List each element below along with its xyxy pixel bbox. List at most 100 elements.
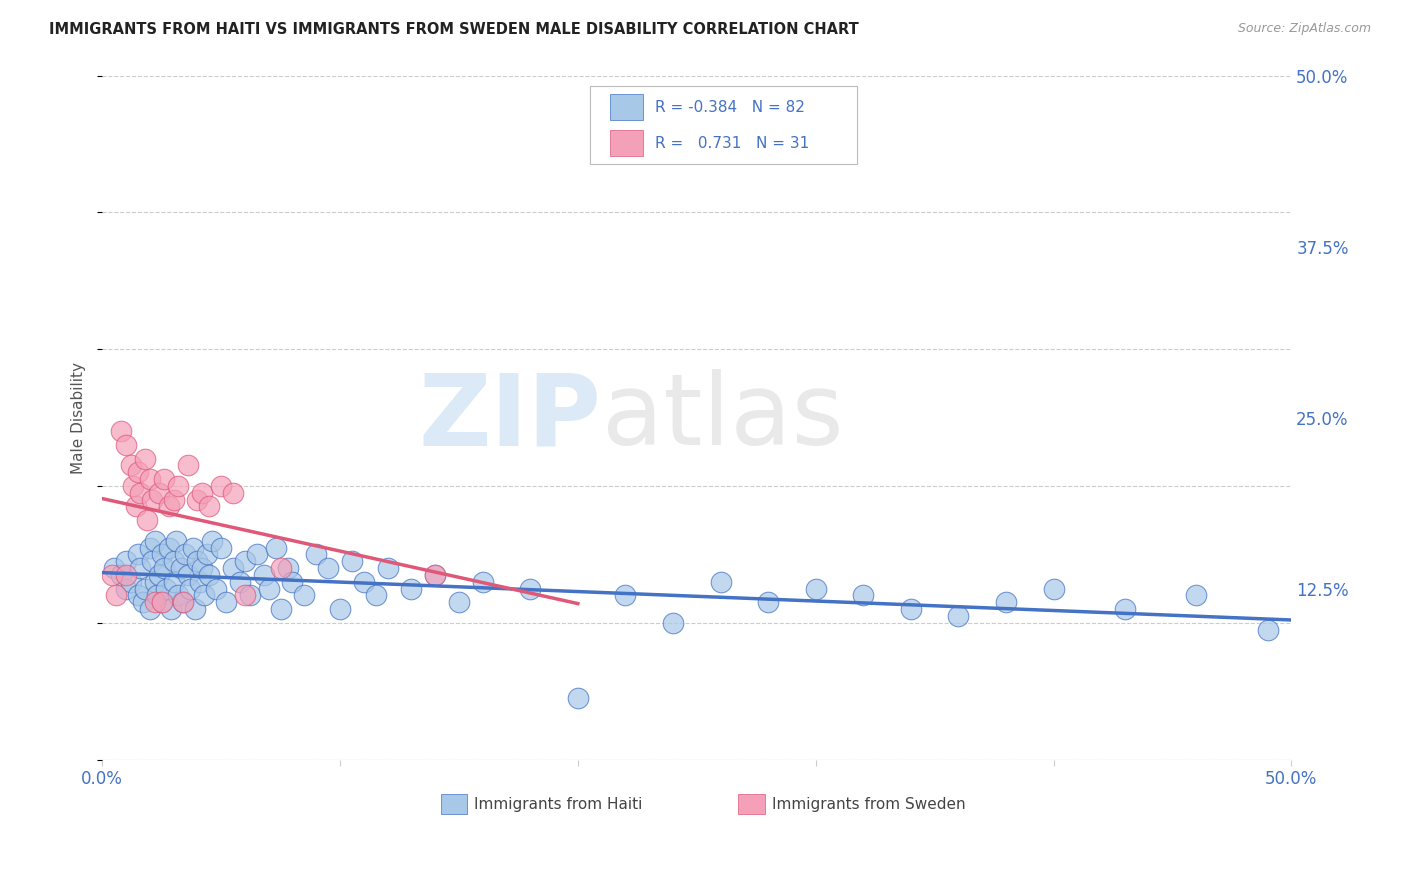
Point <box>153 561 176 575</box>
Point <box>852 589 875 603</box>
Bar <box>738 794 765 814</box>
Point <box>174 548 197 562</box>
Point <box>172 595 194 609</box>
Point <box>162 574 184 589</box>
Point <box>364 589 387 603</box>
Point <box>165 533 187 548</box>
Point <box>134 582 156 596</box>
Y-axis label: Male Disability: Male Disability <box>72 361 86 474</box>
Point <box>129 485 152 500</box>
Point <box>129 561 152 575</box>
Point <box>1185 589 1208 603</box>
Point <box>143 595 166 609</box>
Point <box>994 595 1017 609</box>
Text: Immigrants from Haiti: Immigrants from Haiti <box>474 797 643 812</box>
Point <box>103 561 125 575</box>
Point <box>567 691 589 706</box>
Point <box>122 479 145 493</box>
Point <box>148 568 170 582</box>
Text: ZIP: ZIP <box>419 369 602 466</box>
Point <box>184 602 207 616</box>
Point <box>215 595 238 609</box>
Point <box>709 574 731 589</box>
Point <box>614 589 637 603</box>
Point <box>253 568 276 582</box>
Point <box>170 561 193 575</box>
Point <box>270 602 292 616</box>
Point <box>181 541 204 555</box>
Point <box>127 465 149 479</box>
Point <box>127 548 149 562</box>
Point <box>329 602 352 616</box>
Point <box>198 500 221 514</box>
Point <box>148 485 170 500</box>
Point <box>316 561 339 575</box>
Point <box>157 541 180 555</box>
Point <box>150 595 173 609</box>
Point <box>353 574 375 589</box>
Point <box>110 568 132 582</box>
Point <box>900 602 922 616</box>
Point <box>134 451 156 466</box>
Point <box>110 424 132 438</box>
Point <box>150 548 173 562</box>
Text: R = -0.384   N = 82: R = -0.384 N = 82 <box>655 100 806 115</box>
Point <box>191 485 214 500</box>
Point <box>188 574 211 589</box>
Point <box>195 548 218 562</box>
Point <box>270 561 292 575</box>
Point <box>131 595 153 609</box>
Point <box>209 479 232 493</box>
Point <box>127 589 149 603</box>
Point <box>229 574 252 589</box>
Text: R =   0.731   N = 31: R = 0.731 N = 31 <box>655 136 810 151</box>
Point <box>201 533 224 548</box>
Point <box>662 615 685 630</box>
Point <box>277 561 299 575</box>
Point <box>377 561 399 575</box>
Bar <box>441 794 467 814</box>
Point <box>281 574 304 589</box>
Point <box>167 479 190 493</box>
Point <box>120 458 142 473</box>
Point <box>115 582 138 596</box>
Point <box>305 548 328 562</box>
Point <box>948 609 970 624</box>
Point <box>205 582 228 596</box>
Bar <box>610 95 644 120</box>
Point <box>471 574 494 589</box>
Point <box>177 568 200 582</box>
Point <box>292 589 315 603</box>
Point <box>172 595 194 609</box>
Point <box>167 589 190 603</box>
Point <box>401 582 423 596</box>
Point <box>425 568 447 582</box>
Point <box>153 472 176 486</box>
Point <box>222 485 245 500</box>
Point <box>120 574 142 589</box>
Point <box>160 602 183 616</box>
Point <box>186 554 208 568</box>
Bar <box>610 130 644 156</box>
Text: atlas: atlas <box>602 369 844 466</box>
Point <box>1257 623 1279 637</box>
Point <box>143 533 166 548</box>
Point <box>425 568 447 582</box>
Point <box>143 574 166 589</box>
Point <box>124 500 146 514</box>
Point <box>100 568 122 582</box>
Point <box>264 541 287 555</box>
Point <box>139 541 162 555</box>
Point <box>136 513 159 527</box>
Point <box>239 589 262 603</box>
Point <box>804 582 827 596</box>
Point <box>222 561 245 575</box>
Point <box>179 582 201 596</box>
Point <box>233 554 256 568</box>
Point <box>193 589 215 603</box>
Point <box>115 568 138 582</box>
Point <box>198 568 221 582</box>
Point <box>1042 582 1064 596</box>
Point <box>340 554 363 568</box>
Point <box>150 595 173 609</box>
